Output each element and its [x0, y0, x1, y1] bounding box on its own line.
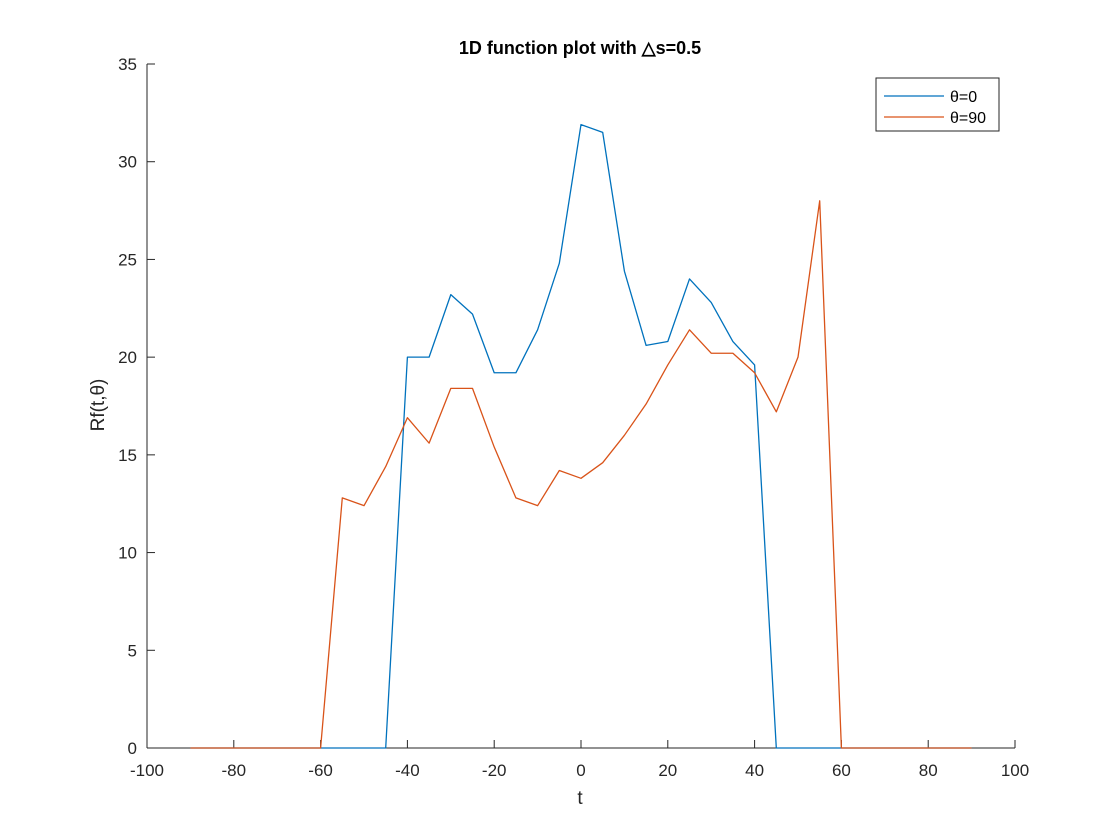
x-tick-label: 100	[1001, 761, 1029, 780]
x-tick-label: -60	[308, 761, 333, 780]
legend-label-0: θ=0	[950, 89, 977, 106]
series-line-1	[190, 200, 972, 749]
x-tick-label: -20	[482, 761, 507, 780]
x-tick-label: -100	[130, 761, 164, 780]
x-axis-ticks: -100 -80 -60 -40 -20 0 20 40 60 80 100	[130, 740, 1029, 780]
y-tick-label: 35	[118, 55, 137, 74]
y-tick-label: 10	[118, 544, 137, 563]
y-axis-ticks: 0 5 10 15 20 25 30 35	[118, 55, 155, 758]
chart-title: 1D function plot with △s=0.5	[459, 38, 701, 58]
x-tick-label: -80	[222, 761, 247, 780]
y-tick-label: 20	[118, 348, 137, 367]
x-tick-label: 20	[658, 761, 677, 780]
legend-label-1: θ=90	[950, 110, 986, 127]
series-layer	[190, 123, 972, 749]
y-tick-label: 15	[118, 446, 137, 465]
legend: θ=0 θ=90	[875, 77, 1000, 132]
legend-box	[875, 77, 1000, 132]
y-tick-label: 25	[118, 250, 137, 269]
x-tick-label: -40	[395, 761, 420, 780]
x-tick-label: 80	[919, 761, 938, 780]
x-tick-label: 0	[576, 761, 585, 780]
y-tick-label: 30	[118, 153, 137, 172]
x-tick-label: 40	[745, 761, 764, 780]
y-axis-label: Rf(t,θ)	[88, 379, 109, 432]
x-axis-label: t	[577, 788, 583, 809]
y-tick-label: 5	[128, 641, 137, 660]
y-tick-label: 0	[128, 739, 137, 758]
x-tick-label: 60	[832, 761, 851, 780]
